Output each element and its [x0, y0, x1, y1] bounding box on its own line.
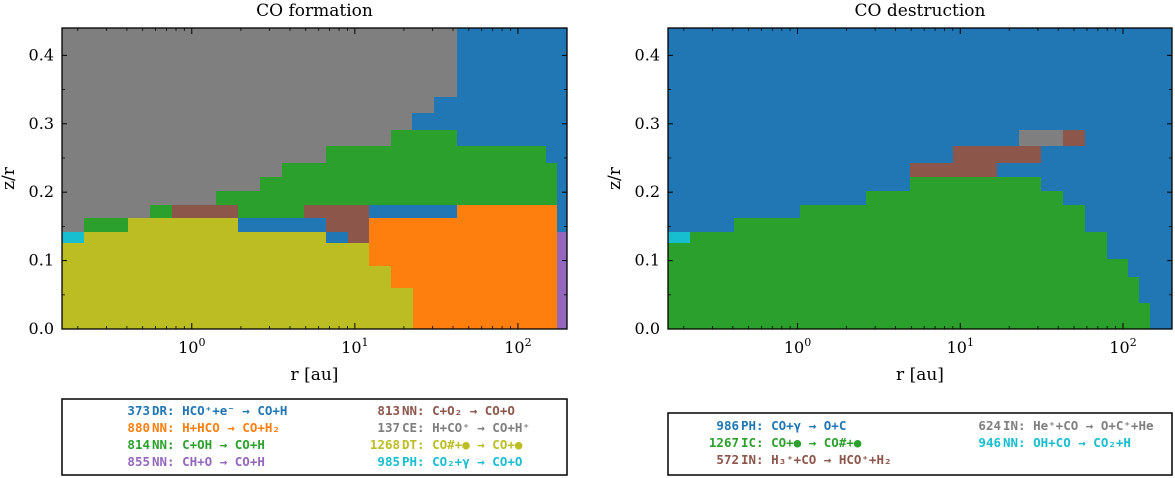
legend-entry: NN: OH+CO → CO₂+H	[1003, 435, 1131, 450]
legend-entry-number: 624	[978, 418, 1001, 433]
y-tick-label: 0.0	[29, 319, 54, 338]
y-axis-label: z/r	[605, 166, 625, 190]
legend-entry-number: 813	[377, 403, 400, 418]
axes-frame	[667, 27, 1173, 330]
x-tick-label: 101	[341, 336, 368, 357]
legend-entry: PH: CO₂+γ → CO+O	[402, 454, 522, 469]
chart-panel-2: CO destruction 0.0 0.1 0.2 0.3 0.4 100 101 102 r …	[605, 1, 1173, 476]
y-tick-label: 0.0	[635, 319, 660, 338]
legend-entry-number: 985	[377, 454, 400, 469]
region-572	[888, 130, 1085, 177]
legend-entry: NN: C+O₂ → CO+O	[402, 403, 515, 418]
legend-entry-number: 1267	[709, 435, 739, 450]
region-1267	[668, 177, 1150, 329]
x-tick-label: 100	[178, 336, 205, 357]
y-tick-label: 0.1	[635, 251, 660, 270]
legend-entry-number: 1268	[370, 437, 400, 452]
legend-entry-number: 855	[127, 454, 150, 469]
region-1268	[62, 218, 413, 329]
y-tick-label: 0.2	[29, 182, 54, 201]
region-137	[62, 28, 457, 232]
y-tick-label: 0.4	[29, 45, 54, 64]
legend-frame	[667, 412, 1173, 476]
x-axis-label: r [au]	[896, 365, 944, 385]
legend-entry: DT: CO#+● → CO+●	[402, 437, 523, 452]
axes-frame	[61, 27, 568, 330]
x-tick-label: 101	[947, 336, 974, 357]
legend-entry-number: 373	[127, 403, 150, 418]
y-tick-label: 0.1	[29, 251, 54, 270]
legend-entry-number: 880	[127, 420, 150, 435]
x-tick-label: 102	[1109, 336, 1136, 357]
y-axis-label: z/r	[0, 166, 19, 190]
region-855	[557, 232, 567, 329]
y-tick-label: 0.4	[635, 45, 660, 64]
x-tick-label: 100	[784, 336, 811, 357]
chart-panel-1: CO formation 0.0 0.1 0.2 0.3 0.4 100 101 102 r [a…	[0, 1, 568, 476]
legend-entry: NN: CH+O → CO+H	[152, 454, 265, 469]
y-tick-label: 0.3	[635, 114, 660, 133]
legend-entry: DR: HCO⁺+e⁻ → CO+H	[152, 403, 287, 418]
legend-entry: CE: H+CO⁺ → CO+H⁺	[402, 420, 530, 435]
region-946	[668, 232, 690, 243]
y-tick-label: 0.2	[635, 182, 660, 201]
y-tick-label: 0.3	[29, 114, 54, 133]
legend-entry: PH: CO+γ → O+C	[741, 418, 846, 433]
chart-title: CO formation	[256, 1, 373, 21]
chart-title: CO destruction	[855, 1, 986, 21]
x-tick-label: 102	[504, 336, 531, 357]
legend-entry-number: 814	[127, 437, 150, 452]
legend-entry: NN: H+HCO → CO+H₂	[152, 420, 280, 435]
legend-entry-number: 137	[377, 420, 400, 435]
legend-entry: IN: H₃⁺+CO → HCO⁺+H₂	[741, 452, 892, 467]
region-624	[1019, 130, 1063, 146]
region-985	[62, 232, 84, 243]
legend-frame	[61, 398, 568, 476]
legend-entry-number: 572	[716, 452, 739, 467]
legend-entry: IN: He⁺+CO → O+C⁺+He	[1003, 418, 1154, 433]
legend-entry: NN: C+OH → CO+H	[152, 437, 265, 452]
legend-entry-number: 946	[978, 435, 1001, 450]
legend-entry: IC: CO+● → CO#+●	[741, 435, 862, 450]
region-880	[369, 205, 557, 329]
legend-entry-number: 986	[716, 418, 739, 433]
x-axis-label: r [au]	[291, 365, 339, 385]
